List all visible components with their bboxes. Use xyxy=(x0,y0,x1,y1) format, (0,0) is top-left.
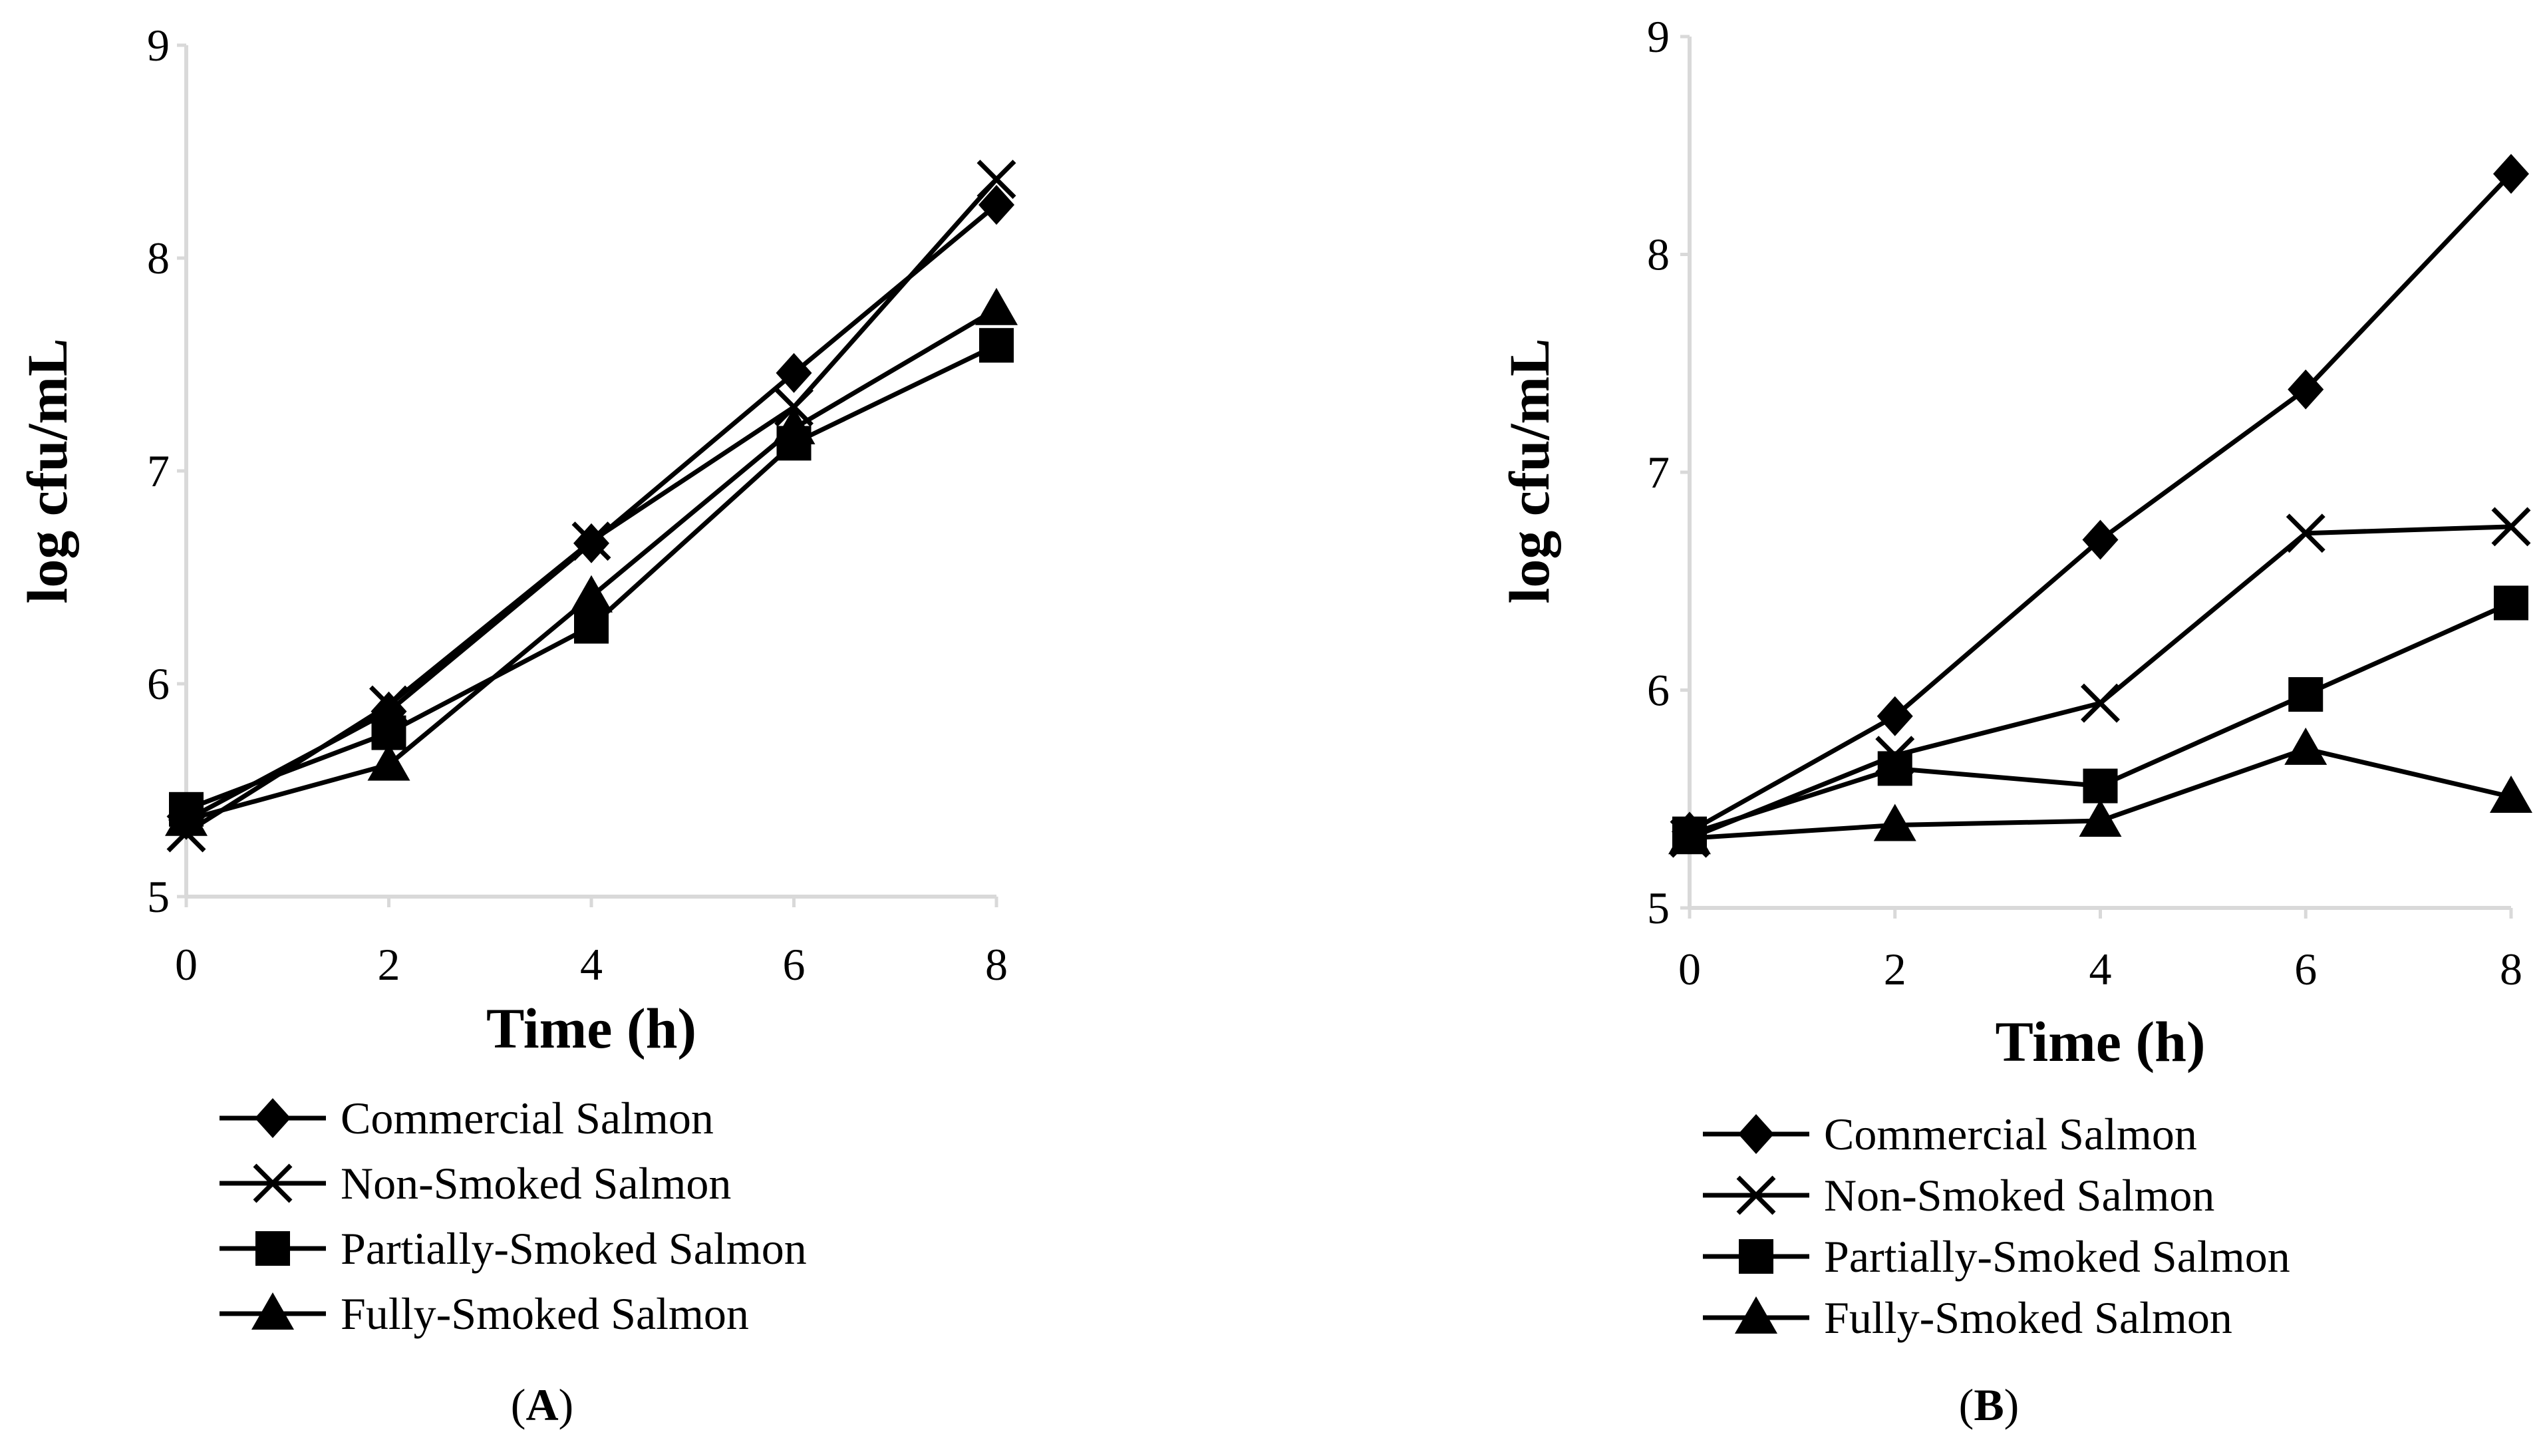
data-point xyxy=(2494,585,2528,621)
legend-label: Fully-Smoked Salmon xyxy=(341,1288,749,1339)
data-point xyxy=(1873,803,1916,841)
series-line xyxy=(185,203,998,822)
data-point xyxy=(979,328,1014,363)
data-point xyxy=(1877,751,1912,786)
data-point xyxy=(772,407,816,444)
y-tick-label: 6 xyxy=(147,658,170,709)
data-point xyxy=(2490,775,2532,813)
panel-label: (A) xyxy=(511,1380,573,1430)
data-point xyxy=(2491,507,2531,547)
legend: Commercial Salmon Non-Smoked Salmon Partia… xyxy=(1703,1109,2290,1343)
x-tick-label: 0 xyxy=(175,939,198,990)
legend-marker xyxy=(255,1098,291,1138)
y-tick-label: 7 xyxy=(1647,447,1670,498)
data-point xyxy=(978,185,1014,225)
legend-label: Non-Smoked Salmon xyxy=(341,1158,731,1209)
data-point xyxy=(2083,768,2118,803)
y-tick-label: 7 xyxy=(147,446,170,496)
x-axis-title: Time (h) xyxy=(486,996,696,1060)
series-fully-smoked-salmon xyxy=(165,287,1018,836)
chart-panel-b: 5 6 7 8 9 0 2 4 6 8 Time (h) log cfu/mL Commercial S… xyxy=(1497,11,2532,1430)
data-point xyxy=(367,743,410,781)
series-commercial-salmon xyxy=(168,185,1014,840)
legend-marker xyxy=(251,1292,294,1330)
series-fully-smoked-salmon xyxy=(1668,727,2532,855)
x-tick-label: 0 xyxy=(1678,944,1701,994)
legend-marker xyxy=(253,1163,293,1203)
y-tick-label: 9 xyxy=(147,20,170,71)
x-tick-label: 2 xyxy=(378,939,400,990)
data-point xyxy=(570,575,613,613)
series-partially-smoked-salmon xyxy=(1672,585,2528,851)
y-tick-label: 8 xyxy=(1647,229,1670,280)
data-point xyxy=(776,353,812,393)
series-line xyxy=(186,307,998,823)
legend-marker xyxy=(1739,1239,1773,1274)
data-point xyxy=(976,160,1016,200)
legend-marker xyxy=(1738,1114,1774,1154)
legend: Commercial Salmon Non-Smoked Salmon Partia… xyxy=(220,1093,807,1339)
x-tick-label: 6 xyxy=(783,939,806,990)
data-point xyxy=(975,287,1018,325)
legend-label: Commercial Salmon xyxy=(341,1093,714,1143)
x-tick-label: 8 xyxy=(2500,944,2522,994)
legend-label: Partially-Smoked Salmon xyxy=(1824,1231,2290,1282)
legend-marker xyxy=(1735,1296,1777,1334)
data-point xyxy=(2081,683,2120,723)
data-point xyxy=(2082,519,2119,560)
series-commercial-salmon xyxy=(1672,154,2529,852)
legend-marker xyxy=(255,1231,290,1266)
y-tick-label: 5 xyxy=(1647,883,1670,933)
y-tick-label: 8 xyxy=(147,233,170,283)
legend-label: Non-Smoked Salmon xyxy=(1824,1170,2214,1221)
data-point xyxy=(574,609,609,644)
series-non-smoked-salmon xyxy=(166,160,1016,853)
series-line xyxy=(185,178,998,835)
data-point xyxy=(1668,817,1711,855)
data-point xyxy=(2079,800,2122,837)
x-tick-label: 2 xyxy=(1884,944,1906,994)
y-tick-label: 9 xyxy=(1647,11,1670,62)
chart-panel-a: 5 6 7 8 9 0 2 4 6 8 Time (h) log cfu/mL Commercial S… xyxy=(15,20,1018,1430)
y-axis-title: log cfu/mL xyxy=(15,339,79,604)
legend-marker xyxy=(1736,1175,1776,1215)
data-point xyxy=(2288,677,2323,712)
y-axis-title: log cfu/mL xyxy=(1497,339,1561,604)
legend-label: Commercial Salmon xyxy=(1824,1109,2197,1159)
data-point xyxy=(2288,369,2324,410)
data-point xyxy=(1876,696,1913,736)
x-tick-label: 6 xyxy=(2294,944,2317,994)
y-tick-label: 6 xyxy=(1647,665,1670,716)
legend-label: Fully-Smoked Salmon xyxy=(1824,1292,2232,1343)
data-point xyxy=(2284,727,2327,765)
x-axis-title: Time (h) xyxy=(1995,1010,2205,1074)
series-line xyxy=(1688,172,2513,834)
x-tick-label: 4 xyxy=(2089,944,2112,994)
panel-label: (B) xyxy=(1959,1380,2020,1430)
legend-label: Partially-Smoked Salmon xyxy=(341,1223,807,1274)
x-tick-label: 4 xyxy=(580,939,603,990)
data-point xyxy=(2493,154,2529,194)
y-tick-label: 5 xyxy=(147,871,170,922)
data-point xyxy=(2286,513,2325,553)
data-point xyxy=(571,521,611,561)
x-tick-label: 8 xyxy=(985,939,1008,990)
data-point xyxy=(165,798,208,836)
